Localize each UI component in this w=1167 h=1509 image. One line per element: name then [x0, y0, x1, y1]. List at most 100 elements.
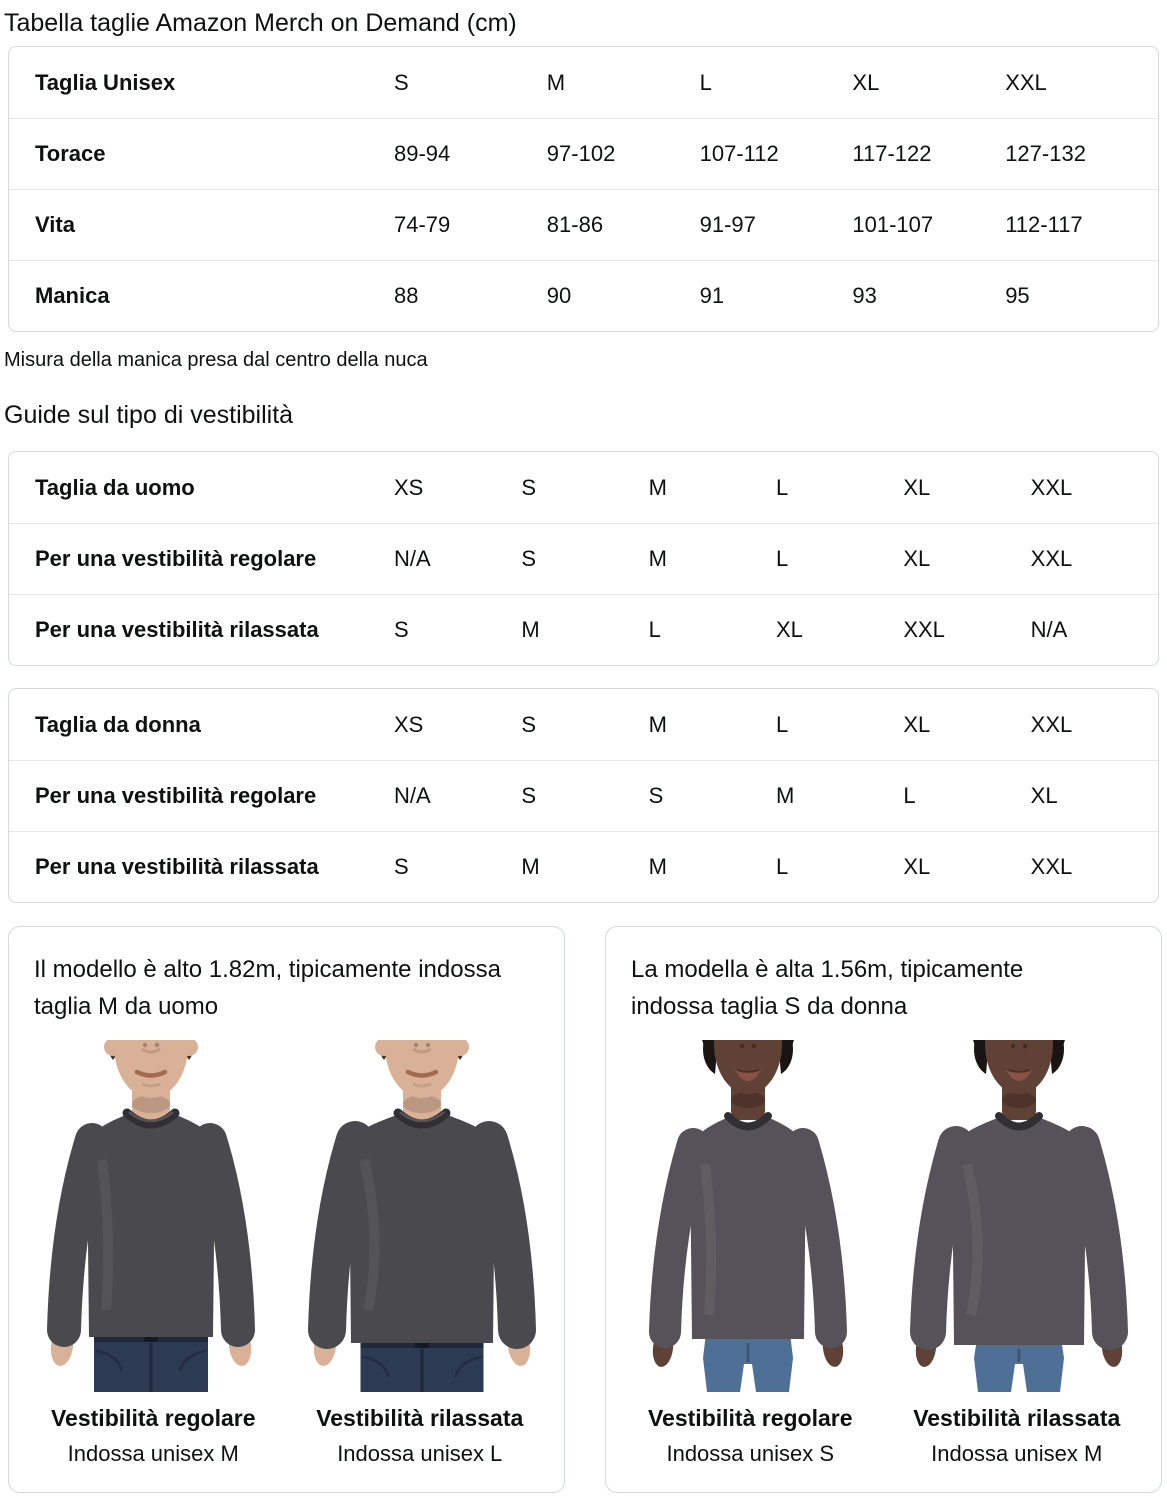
size-cell: XXL: [1030, 474, 1073, 500]
size-cell: M: [521, 854, 540, 879]
size-cell: 91-97: [699, 212, 756, 237]
table-row: Per una vestibilità regolare N/A S M L X…: [9, 523, 1158, 594]
size-cell: S: [521, 474, 537, 500]
female-model-card: La modella è alta 1.56m, tipicamente ind…: [605, 926, 1162, 1493]
fit-caption: Vestibilità regolare Indossa unisex M: [20, 1405, 287, 1467]
table-row: Manica 88 90 91 93 95: [9, 260, 1158, 331]
size-cell: 91: [699, 283, 725, 308]
fit-caption: Vestibilità rilassata Indossa unisex M: [884, 1405, 1151, 1467]
size-cell: S: [394, 617, 409, 642]
man-illustration: [291, 1040, 553, 1392]
row-label: Per una vestibilità regolare: [35, 783, 317, 808]
size-cell: S: [394, 854, 409, 879]
size-cell: L: [775, 854, 789, 879]
size-cell: M: [648, 546, 667, 571]
size-cell: 74-79: [394, 212, 451, 237]
fit-captions: Vestibilità regolare Indossa unisex S Ve…: [617, 1405, 1150, 1467]
model-photo-relaxed: [291, 1040, 553, 1392]
size-cell: L: [775, 546, 789, 571]
men-fit-table: Taglia da uomo XS S M L XL XXL Per una v…: [8, 451, 1159, 666]
size-cell: M: [648, 854, 667, 879]
size-cell: N/A: [394, 783, 431, 808]
size-cell: XL: [852, 69, 880, 95]
size-cell: 90: [546, 283, 572, 308]
row-label: Manica: [35, 283, 110, 308]
model-photo-regular: [20, 1040, 282, 1392]
size-cell: XXL: [903, 617, 945, 642]
table-row: Per una vestibilità rilassata S M M L XL…: [9, 831, 1158, 902]
fit-caption-size: Indossa unisex M: [67, 1441, 239, 1466]
table-row: Taglia Unisex S M L XL XXL: [9, 47, 1158, 118]
size-cell: 117-122: [852, 141, 932, 166]
size-cell: XL: [903, 546, 931, 571]
size-cell: 88: [394, 283, 419, 308]
model-description: La modella è alta 1.56m, tipicamente ind…: [631, 956, 1024, 1020]
row-label: Per una vestibilità regolare: [35, 546, 317, 571]
size-cell: XS: [394, 711, 424, 737]
model-photos: [20, 1040, 553, 1392]
size-cell: 107-112: [699, 141, 779, 166]
fit-caption: Vestibilità rilassata Indossa unisex L: [287, 1405, 554, 1467]
fit-captions: Vestibilità regolare Indossa unisex M Ve…: [20, 1405, 553, 1467]
size-cell: XL: [903, 711, 931, 737]
table-row: Taglia da donna XS S M L XL XXL: [9, 689, 1158, 760]
woman-illustration: [888, 1040, 1150, 1392]
size-cell: L: [699, 69, 712, 95]
row-label: Taglia da donna: [35, 711, 201, 737]
table-row: Torace 89-94 97-102 107-112 117-122 127-…: [9, 118, 1158, 189]
size-cell: XS: [394, 474, 424, 500]
size-cell: M: [546, 69, 566, 95]
fit-caption-size: Indossa unisex L: [337, 1441, 503, 1466]
size-cell: 127-132: [1005, 141, 1086, 166]
row-label: Taglia da uomo: [35, 474, 195, 500]
size-cell: XL: [1030, 783, 1058, 808]
fit-caption-title: Vestibilità rilassata: [913, 1405, 1121, 1431]
size-cell: XL: [903, 854, 931, 879]
unisex-size-table: Taglia Unisex S M L XL XXL Torace 89-94 …: [8, 46, 1159, 332]
size-cell: XL: [903, 474, 931, 500]
size-cell: 97-102: [546, 141, 616, 166]
fit-guide-heading: Guide sul tipo di vestibilità: [4, 401, 294, 429]
fit-caption-title: Vestibilità regolare: [50, 1405, 256, 1431]
size-cell: 101-107: [852, 212, 934, 237]
model-description: Il modello è alto 1.82m, tipicamente ind…: [34, 956, 501, 1020]
size-cell: S: [521, 711, 537, 737]
table-row: Taglia da uomo XS S M L XL XXL: [9, 452, 1158, 523]
table-row: Per una vestibilità regolare N/A S S M L…: [9, 760, 1158, 831]
size-cell: 81-86: [546, 212, 604, 237]
size-cell: 95: [1005, 283, 1030, 308]
size-cell: XXL: [1030, 711, 1073, 737]
size-cell: N/A: [1030, 617, 1068, 642]
table-row: Per una vestibilità rilassata S M L XL X…: [9, 594, 1158, 665]
size-cell: L: [775, 474, 789, 500]
man-illustration: [20, 1040, 282, 1392]
fit-caption-size: Indossa unisex S: [666, 1441, 835, 1466]
table-row: Vita 74-79 81-86 91-97 101-107 112-117: [9, 189, 1158, 260]
fit-caption-size: Indossa unisex M: [931, 1441, 1103, 1466]
model-photo-relaxed: [888, 1040, 1150, 1392]
size-cell: M: [648, 474, 667, 500]
woman-illustration: [617, 1040, 879, 1392]
size-cell: S: [521, 546, 537, 571]
size-cell: L: [648, 617, 661, 642]
row-label: Vita: [35, 212, 75, 237]
size-cell: N/A: [394, 546, 431, 571]
row-label: Per una vestibilità rilassata: [35, 617, 319, 642]
size-cell: 93: [852, 283, 877, 308]
model-photo-regular: [617, 1040, 879, 1392]
size-cell: S: [521, 783, 537, 808]
size-cell: M: [521, 617, 540, 642]
fit-caption-title: Vestibilità rilassata: [316, 1405, 524, 1431]
size-cell: S: [648, 783, 664, 808]
size-cell: XXL: [1030, 546, 1073, 571]
model-photos: [617, 1040, 1150, 1392]
size-cell: XXL: [1005, 69, 1047, 95]
size-cell: M: [648, 711, 667, 737]
size-cell: XXL: [1030, 854, 1073, 879]
size-cell: 112-117: [1005, 212, 1083, 237]
size-cell: M: [775, 783, 795, 808]
sleeve-measure-note: Misura della manica presa dal centro del…: [4, 349, 428, 371]
size-chart-page: Tabella taglie Amazon Merch on Demand (c…: [0, 9, 1167, 1493]
size-cell: 89-94: [394, 141, 451, 166]
model-cards-row: Il modello è alto 1.82m, tipicamente ind…: [8, 926, 1162, 1493]
